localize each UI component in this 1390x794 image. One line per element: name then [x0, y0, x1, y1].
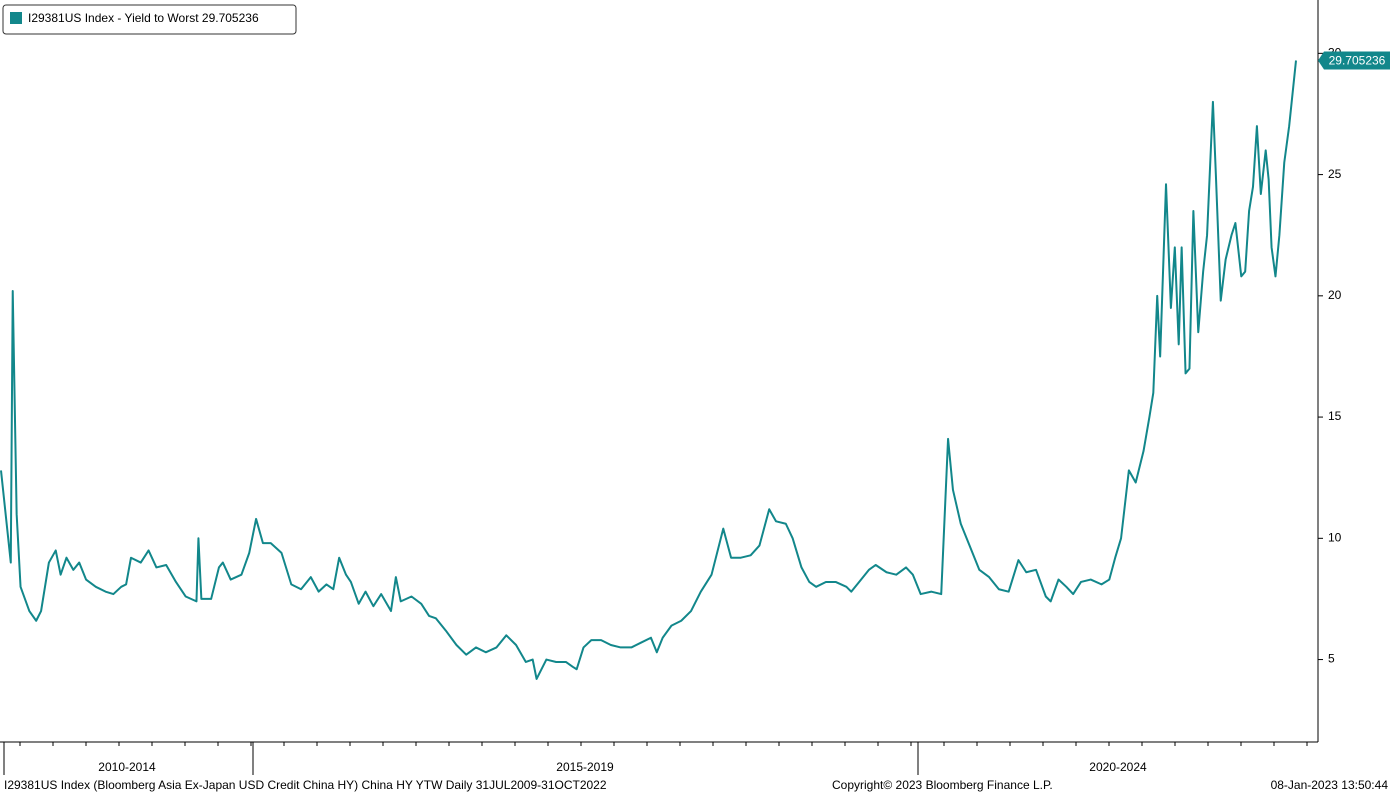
footer-copyright: Copyright© 2023 Bloomberg Finance L.P. [832, 778, 1053, 792]
legend-box [2, 4, 297, 35]
x-period-label: 2020-2024 [1089, 760, 1147, 774]
footer-description: I29381US Index (Bloomberg Asia Ex-Japan … [4, 778, 607, 792]
legend-swatch [10, 12, 22, 24]
x-periods: 2010-2014 2015-2019 2020-2024 [3, 742, 1308, 775]
x-period-label: 2010-2014 [98, 760, 156, 774]
y-tick-label: 25 [1328, 167, 1342, 181]
series-line [0, 60, 1297, 680]
last-value-label: 29.705236 [1329, 54, 1386, 68]
y-tick-label: 10 [1328, 530, 1342, 544]
y-tick-label: 20 [1328, 288, 1342, 302]
y-tick-label: 5 [1328, 652, 1335, 666]
x-period-label: 2015-2019 [556, 760, 614, 774]
y-tick-label: 15 [1328, 409, 1342, 423]
legend-name: I29381US Index - Yield to Worst [28, 11, 199, 25]
legend-label: I29381US Index - Yield to Worst 29.70523… [28, 11, 259, 25]
last-value-box [1318, 51, 1390, 70]
legend: I29381US Index - Yield to Worst 29.70523… [2, 4, 297, 35]
legend-value: 29.705236 [202, 11, 259, 25]
footer-timestamp: 08-Jan-2023 13:50:44 [1271, 778, 1389, 792]
